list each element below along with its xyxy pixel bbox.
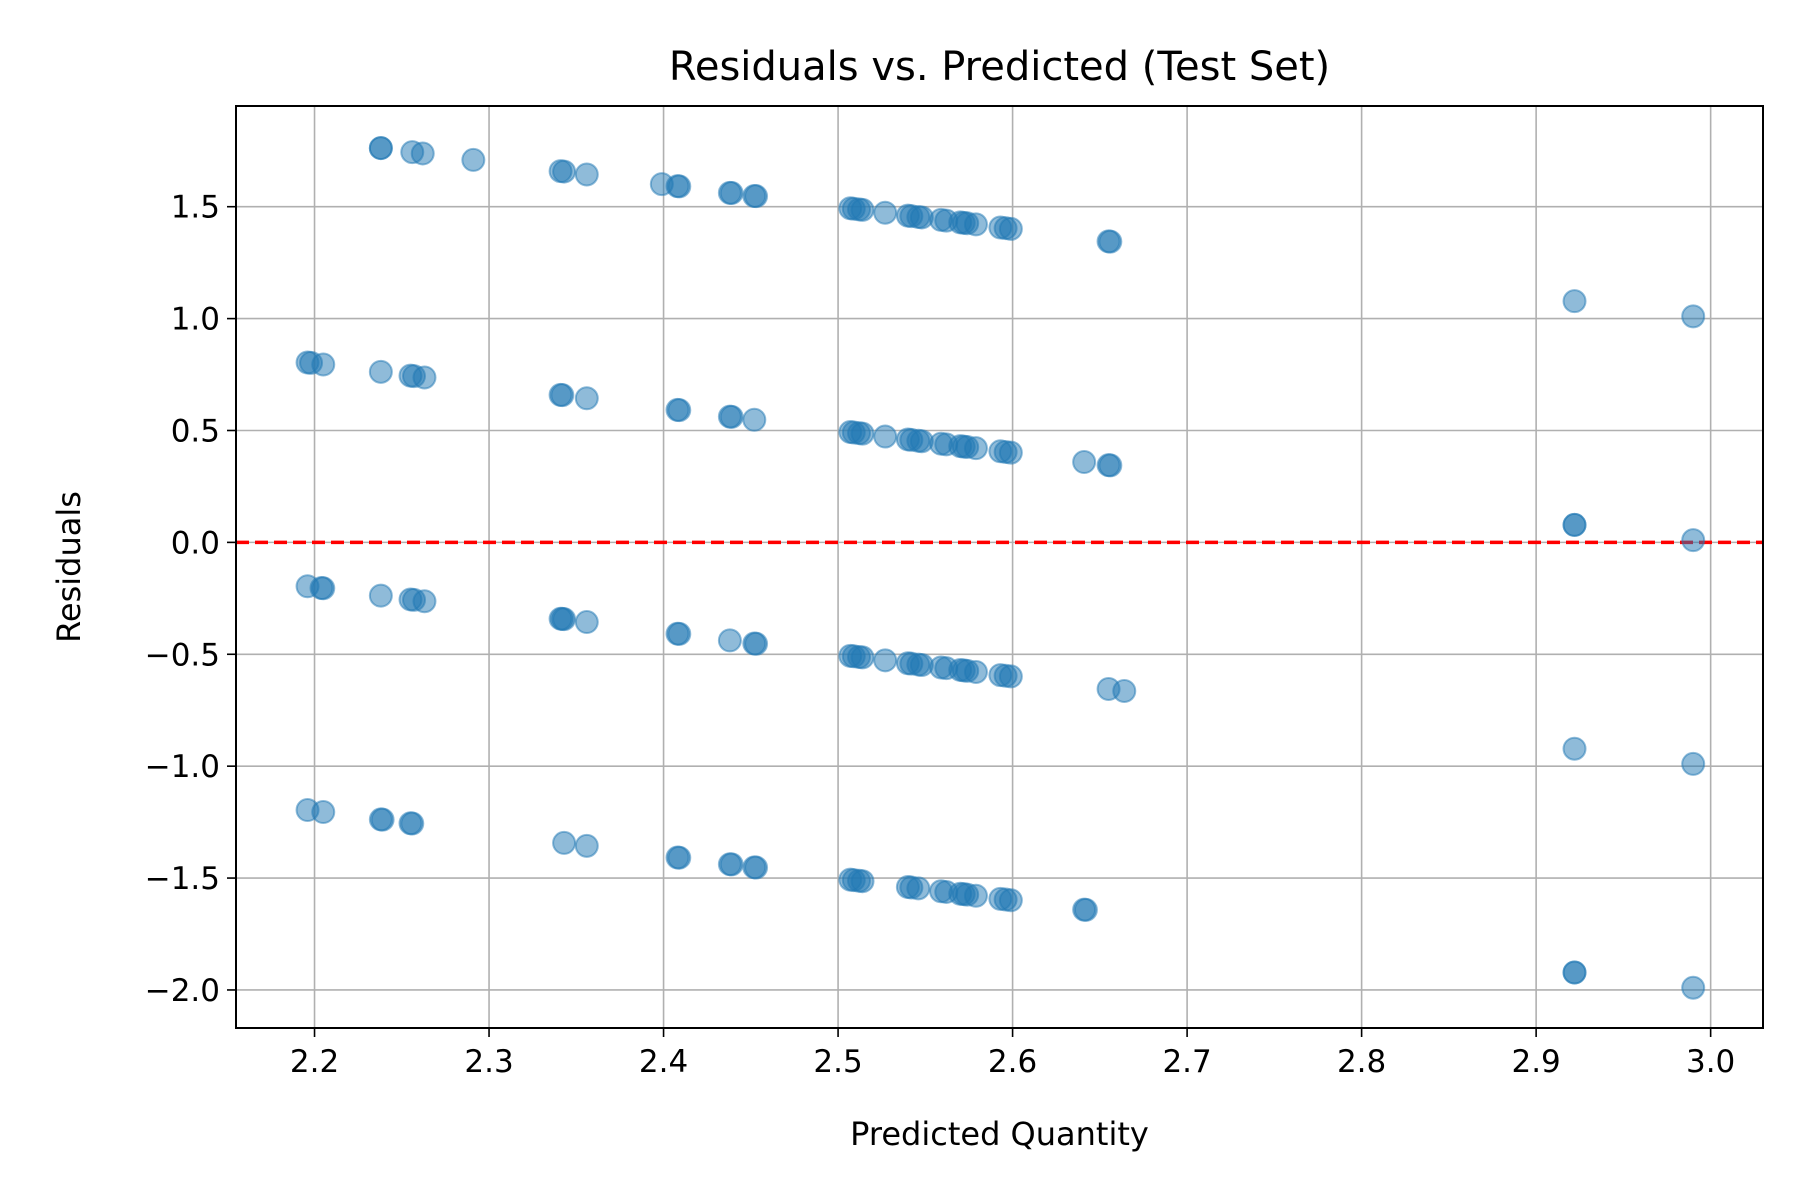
x-tick-label: 2.9 <box>1511 1044 1560 1080</box>
scatter-point <box>1073 897 1098 922</box>
scatter-point <box>1072 450 1097 475</box>
x-tick-label: 3.0 <box>1686 1044 1735 1080</box>
scatter-point <box>461 147 486 172</box>
scatter-point <box>963 212 988 237</box>
scatter-point <box>873 200 898 225</box>
y-tick-label: −2.0 <box>145 973 220 1009</box>
scatter-point <box>998 216 1023 241</box>
scatter-point <box>1562 960 1587 985</box>
x-tick-label: 2.8 <box>1337 1044 1386 1080</box>
scatter-point <box>1562 512 1587 537</box>
scatter-point <box>719 404 744 429</box>
scatter-points <box>295 136 1706 1000</box>
x-tick-label: 2.5 <box>813 1044 862 1080</box>
scatter-point <box>963 436 988 461</box>
y-axis-ticks: −2.0 −1.5 −1.0 −0.5 0.0 0.5 1.0 1.5 <box>145 190 236 1009</box>
x-tick-label: 2.6 <box>988 1044 1037 1080</box>
scatter-point <box>368 136 393 161</box>
scatter-point <box>963 659 988 684</box>
x-tick-label: 2.4 <box>639 1044 688 1080</box>
scatter-point <box>368 359 393 384</box>
scatter-point <box>850 421 875 446</box>
scatter-point <box>998 440 1023 465</box>
y-tick-label: 1.5 <box>171 190 220 226</box>
scatter-point <box>1681 528 1706 553</box>
y-tick-label: −1.5 <box>145 861 220 897</box>
x-axis-ticks: 2.2 2.3 2.4 2.5 2.6 2.7 2.8 2.9 3.0 <box>290 1028 1735 1080</box>
scatter-point <box>850 645 875 670</box>
scatter-point <box>368 583 393 608</box>
scatter-point <box>719 852 744 877</box>
scatter-point <box>552 159 577 184</box>
scatter-point <box>1098 229 1123 254</box>
scatter-point <box>744 631 769 656</box>
scatter-point <box>850 197 875 222</box>
scatter-point <box>963 883 988 908</box>
scatter-point <box>1681 751 1706 776</box>
scatter-point <box>550 383 575 408</box>
scatter-point <box>370 807 395 832</box>
chart-title: Residuals vs. Predicted (Test Set) <box>669 44 1330 90</box>
scatter-point <box>1681 975 1706 1000</box>
x-tick-label: 2.7 <box>1162 1044 1211 1080</box>
y-axis-title: Residuals <box>50 491 88 643</box>
scatter-point <box>552 607 577 632</box>
scatter-point <box>1562 289 1587 314</box>
scatter-point <box>719 181 744 206</box>
x-tick-label: 2.2 <box>290 1044 339 1080</box>
scatter-point <box>998 888 1023 913</box>
scatter-point <box>400 811 425 836</box>
scatter-point <box>574 386 599 411</box>
scatter-point <box>906 876 931 901</box>
scatter-point <box>1562 736 1587 761</box>
scatter-point <box>667 398 692 423</box>
y-tick-label: −1.0 <box>145 749 220 785</box>
plot-frame <box>235 105 1764 1029</box>
scatter-point <box>574 833 599 858</box>
scatter-point <box>552 830 577 855</box>
x-tick-label: 2.3 <box>464 1044 513 1080</box>
scatter-point <box>412 365 437 390</box>
scatter-point <box>744 184 769 209</box>
scatter-point <box>873 424 898 449</box>
y-tick-label: 1.0 <box>171 302 220 338</box>
scatter-point <box>410 141 435 166</box>
scatter-point <box>667 621 692 646</box>
scatter-point <box>574 162 599 187</box>
scatter-point <box>1681 304 1706 329</box>
scatter-point <box>667 845 692 870</box>
scatter-point <box>717 628 742 653</box>
scatter-point <box>574 610 599 635</box>
y-tick-label: −0.5 <box>145 637 220 673</box>
scatter-point <box>1098 453 1123 478</box>
scatter-point <box>742 407 767 432</box>
scatter-point <box>873 648 898 673</box>
scatter-point <box>311 352 336 377</box>
y-tick-label: 0.0 <box>171 525 220 561</box>
scatter-point <box>850 869 875 894</box>
scatter-point <box>744 855 769 880</box>
scatter-point <box>311 800 336 825</box>
scatter-point <box>998 664 1023 689</box>
scatter-point <box>311 576 336 601</box>
y-tick-label: 0.5 <box>171 413 220 449</box>
x-axis-title: Predicted Quantity <box>850 1115 1149 1153</box>
scatter-point <box>667 174 692 199</box>
scatter-point <box>412 589 437 614</box>
scatter-point <box>1112 678 1137 703</box>
